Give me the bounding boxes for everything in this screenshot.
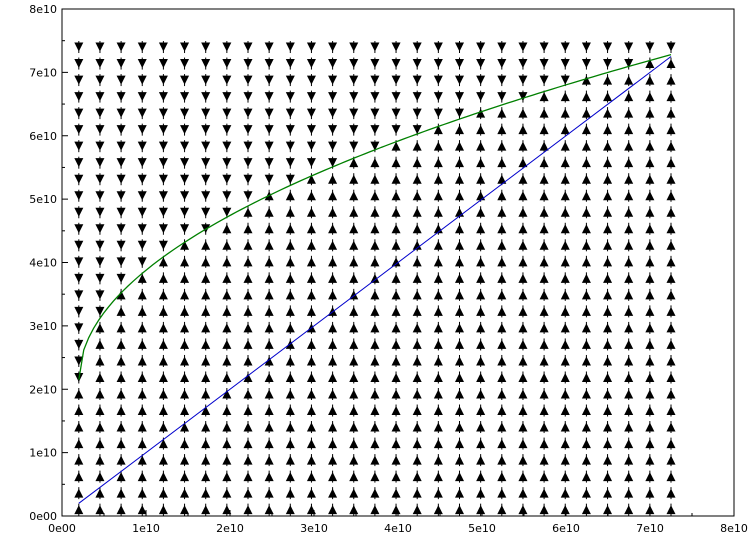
x-tick-label: 4e10 [384, 522, 412, 535]
x-tick-label: 2e10 [216, 522, 244, 535]
y-tick-label: 4e10 [29, 257, 57, 270]
y-tick-label: 5e10 [29, 193, 57, 206]
x-tick-label: 8e10 [720, 522, 748, 535]
x-tick-label: 6e10 [552, 522, 580, 535]
y-axis: 0e00 1e10 2e10 3e10 4e10 5e10 6e10 7e10 8e10 [29, 3, 68, 523]
y-tick-label: 2e10 [29, 383, 57, 396]
curve-line [78, 54, 672, 380]
x-tick-label: 7e10 [636, 522, 664, 535]
y-tick-label: 3e10 [29, 320, 57, 333]
x-tick-label: 3e10 [300, 522, 328, 535]
chart-lines [78, 54, 672, 504]
x-tick-label: 5e10 [468, 522, 496, 535]
x-axis: 0e00 1e10 2e10 3e10 4e10 5e10 6e10 7e10 8e10 [48, 510, 748, 535]
y-tick-label: 7e10 [29, 66, 57, 79]
x-tick-label: 1e10 [132, 522, 160, 535]
y-tick-label: 6e10 [29, 130, 57, 143]
x-tick-label: 0e00 [48, 522, 76, 535]
y-tick-label: 8e10 [29, 3, 57, 16]
y-tick-label: 0e00 [29, 510, 57, 523]
vector-field-arrows [74, 41, 676, 516]
identity-line [78, 56, 672, 504]
y-tick-label: 1e10 [29, 447, 57, 460]
